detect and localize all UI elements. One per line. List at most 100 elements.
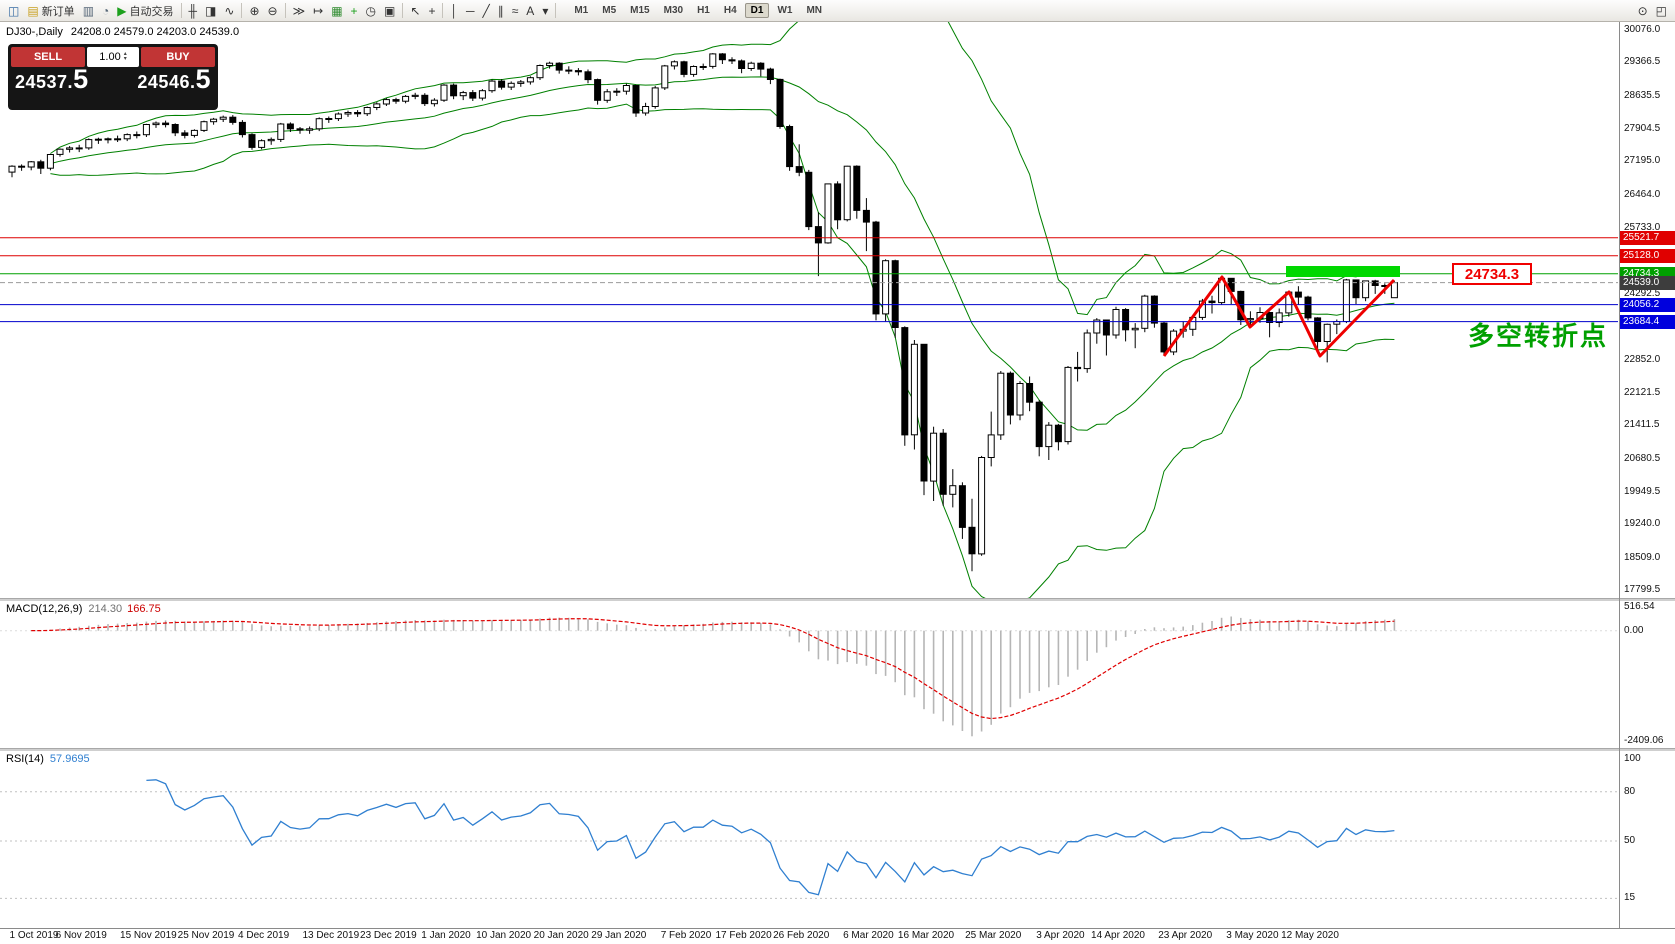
- timeframe-H1[interactable]: H1: [697, 5, 710, 16]
- timeframe-M5[interactable]: M5: [602, 5, 617, 16]
- candlestick-icon[interactable]: ◨: [201, 2, 220, 20]
- date-axis-label: 17 Feb 2020: [715, 930, 772, 941]
- price-axis-label: 18509.0: [1624, 551, 1661, 563]
- timeframe-M15[interactable]: M15: [630, 5, 650, 16]
- search-icon[interactable]: ⊙: [1634, 2, 1652, 20]
- toolbar-separator: [402, 3, 404, 18]
- periods-icon[interactable]: ◷: [362, 2, 380, 20]
- text-icon[interactable]: A: [522, 2, 538, 20]
- vline-icon[interactable]: │: [446, 2, 462, 20]
- macd-canvas[interactable]: [0, 601, 1618, 748]
- macd-axis-label: 516.54: [1624, 601, 1655, 612]
- date-axis-label: 6 Mar 2020: [843, 930, 894, 941]
- new-order-button[interactable]: ▤ 新订单: [23, 2, 78, 20]
- timeframe-D1[interactable]: D1: [744, 3, 770, 18]
- sell-price: 24537.5: [15, 64, 89, 94]
- auto-scroll-icon: ≫: [292, 3, 306, 18]
- date-axis-label: 29 Jan 2020: [591, 930, 647, 941]
- window-icon[interactable]: ◰: [1652, 2, 1671, 20]
- price-axis-badge: 25521.7: [1620, 230, 1675, 245]
- periods-icon: ◷: [365, 3, 377, 18]
- chart-shift-icon[interactable]: ↦: [309, 2, 327, 20]
- date-axis[interactable]: 1 Oct 2019 6 Nov 2019 15 Nov 2019 25 Nov 20…: [0, 928, 1675, 944]
- hline-icon: ─: [465, 3, 475, 18]
- price-axis[interactable]: 30076.0 29366.5 28635.5 27904.5 27195.0 26464…: [1620, 22, 1675, 928]
- zoom-out-icon[interactable]: ⊖: [264, 2, 282, 20]
- terminal-icon: ◫: [8, 3, 20, 18]
- toolbar-items: ◫ ▤ 新订单 ▥ ◔ ▶ 自动交易 ╫ ◨ ∿ ⊕ ⊖ ≫ ↦ ▦ + ◷ ▣ ↖ + │ ─ ╱ ∥ ≈ A ▾: [4, 2, 559, 20]
- text-icon: A: [526, 3, 535, 18]
- toolbar-separator: [180, 3, 182, 18]
- chart-window[interactable]: DJ30-,Daily 24208.0 24579.0 24203.0 24539…: [0, 22, 1618, 598]
- crosshair-icon[interactable]: +: [424, 2, 439, 20]
- price-callout[interactable]: 24734.3: [1452, 263, 1532, 285]
- macd-axis-label: 0.00: [1624, 624, 1644, 636]
- price-axis-label: 29366.5: [1624, 56, 1661, 68]
- buy-button[interactable]: BUY: [141, 47, 215, 67]
- timeframe-W1[interactable]: W1: [777, 5, 793, 16]
- chart-ohlc-header: DJ30-,Daily 24208.0 24579.0 24203.0 24539…: [6, 26, 247, 38]
- auto-scroll-icon[interactable]: ≫: [289, 2, 310, 20]
- bar-chart-icon: ╫: [188, 3, 198, 18]
- channel-icon[interactable]: ∥: [494, 2, 508, 20]
- date-axis-label: 4 Dec 2019: [238, 930, 290, 941]
- price-axis-label: 21411.5: [1624, 419, 1660, 431]
- timeframe-M1[interactable]: M1: [574, 5, 589, 16]
- volume-input[interactable]: 1.00 ▴ ▾: [87, 47, 139, 67]
- cursor-icon[interactable]: ↖: [406, 2, 424, 20]
- annotation-text[interactable]: 多空转折点: [1467, 321, 1608, 351]
- template-icon[interactable]: ▣: [380, 2, 399, 20]
- macd-header: MACD(12,26,9) 214.30 166.75: [4, 603, 163, 615]
- bar-chart-icon[interactable]: ╫: [185, 2, 202, 20]
- auto-trading-button[interactable]: ▶ 自动交易: [113, 2, 177, 20]
- spin-up-icon[interactable]: ▴: [123, 51, 127, 57]
- timeframe-MN[interactable]: MN: [806, 5, 823, 16]
- panel-splitter-macd[interactable]: [0, 598, 1675, 601]
- spin-down-icon[interactable]: ▾: [123, 56, 127, 62]
- chart-icon[interactable]: ▥: [79, 2, 98, 20]
- chart-shift-icon: ↦: [313, 3, 324, 18]
- price-axis-label: 25733.0: [1624, 222, 1661, 234]
- date-axis-label: 10 Jan 2020: [476, 930, 532, 941]
- panel-splitter-rsi[interactable]: [0, 748, 1675, 751]
- sell-button[interactable]: SELL: [11, 47, 85, 67]
- date-axis-label: 3 May 2020: [1226, 930, 1279, 941]
- timeframe-M30[interactable]: M30: [663, 5, 684, 16]
- toolbar-separator: [442, 3, 444, 18]
- price-axis-badge: 24539.0: [1620, 275, 1675, 290]
- zoom-in-icon[interactable]: ⊕: [245, 2, 263, 20]
- trendline-icon: ╱: [482, 3, 490, 18]
- auto-trading-button-label: 自动交易: [129, 5, 174, 18]
- toolbar-separator: [241, 3, 243, 18]
- profile-icon[interactable]: ◔: [98, 2, 113, 20]
- rsi-canvas[interactable]: [0, 751, 1618, 928]
- main-chart-canvas[interactable]: [0, 22, 1618, 598]
- price-axis-label: 28635.5: [1624, 89, 1661, 101]
- window-icon: ◰: [1655, 3, 1667, 18]
- price-axis-label: 19949.5: [1624, 485, 1661, 497]
- timeframe-H4[interactable]: H4: [723, 5, 737, 16]
- date-axis-label: 23 Apr 2020: [1158, 930, 1213, 941]
- rsi-axis-label: 80: [1624, 785, 1636, 797]
- indicators-icon[interactable]: +: [347, 2, 362, 20]
- arrows-icon[interactable]: ▾: [538, 2, 552, 20]
- grid-icon[interactable]: ▦: [327, 2, 346, 20]
- symbol-period-label: DJ30-,Daily: [6, 26, 63, 38]
- date-axis-label: 26 Feb 2020: [773, 930, 830, 941]
- fibonacci-icon[interactable]: ≈: [508, 2, 523, 20]
- price-axis-label: 22852.0: [1624, 353, 1661, 365]
- line-chart-icon[interactable]: ∿: [220, 2, 238, 20]
- cursor-icon: ↖: [410, 3, 421, 18]
- volume-spinner[interactable]: ▴ ▾: [123, 51, 127, 62]
- terminal-icon[interactable]: ◫: [4, 2, 23, 20]
- date-axis-label: 25 Mar 2020: [965, 930, 1022, 941]
- date-axis-border: [0, 928, 1675, 929]
- price-axis-label: 19240.0: [1624, 518, 1661, 530]
- price-axis-badge: 23684.4: [1620, 314, 1675, 329]
- search-icon: ⊙: [1637, 3, 1648, 18]
- trendline-icon[interactable]: ╱: [478, 2, 493, 20]
- hline-icon[interactable]: ─: [462, 2, 479, 20]
- zoom-in-icon: ⊕: [249, 3, 260, 18]
- date-axis-label: 7 Feb 2020: [660, 930, 712, 941]
- price-axis-badge: 25128.0: [1620, 248, 1675, 263]
